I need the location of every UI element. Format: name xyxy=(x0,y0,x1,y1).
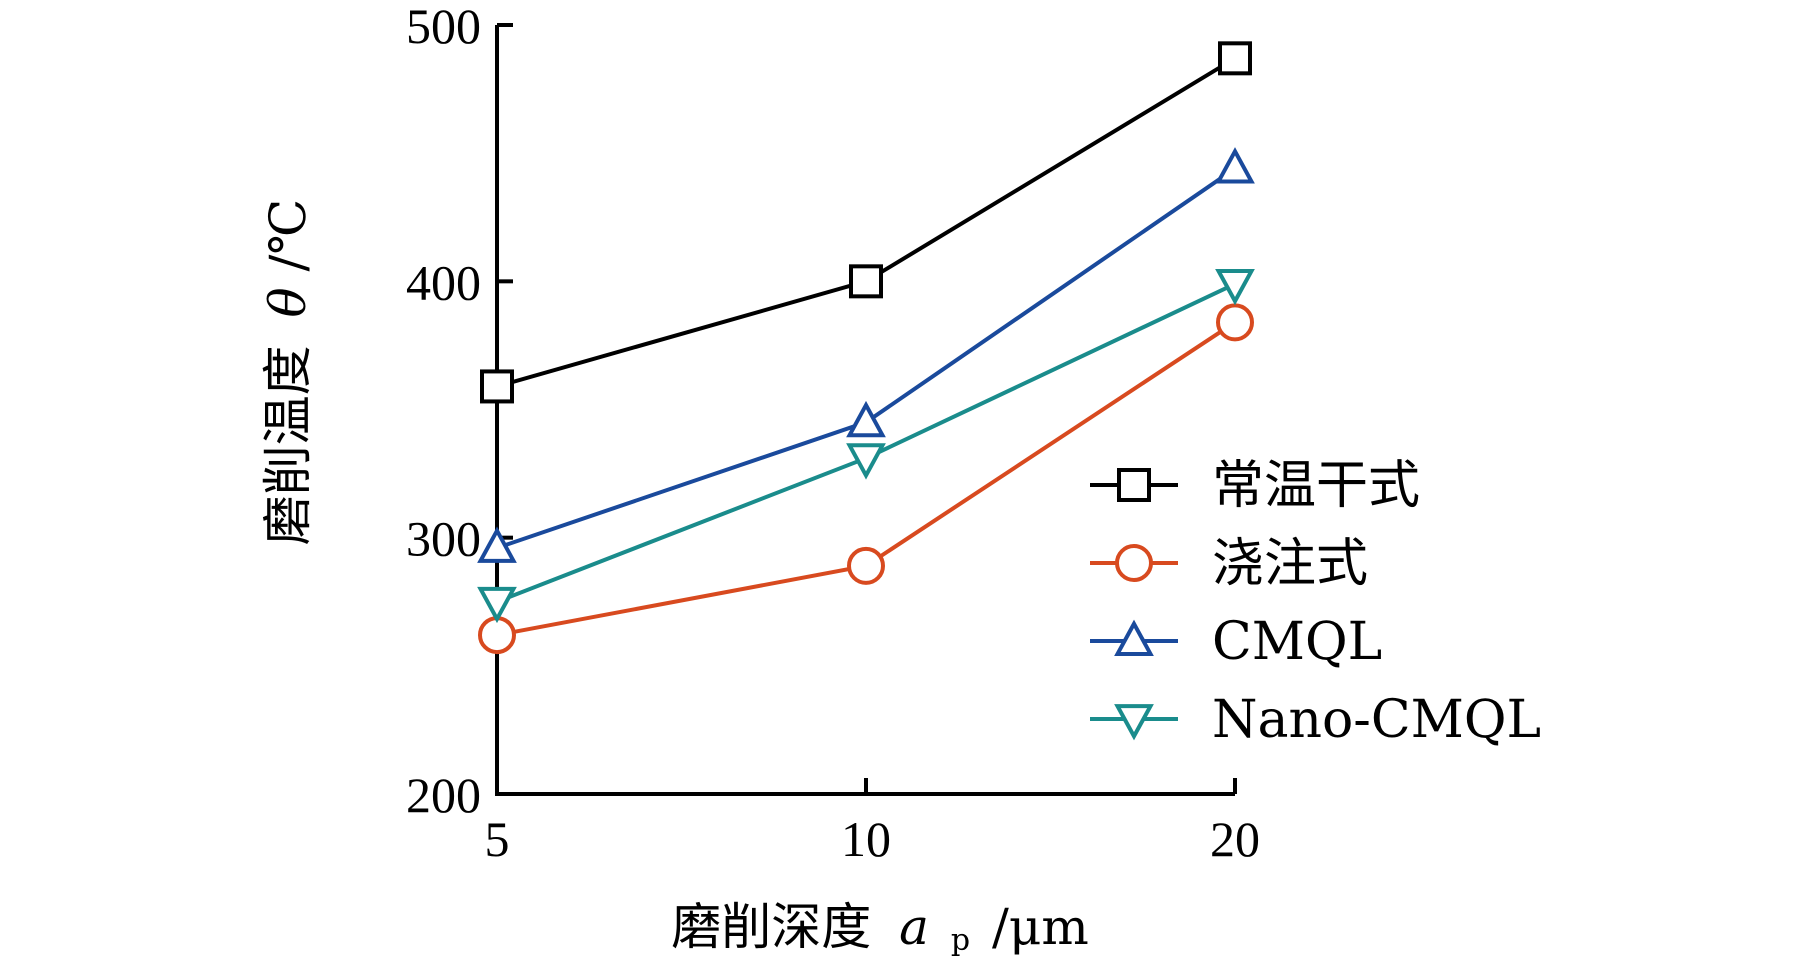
y-tick-label: 500 xyxy=(406,0,481,54)
data-point xyxy=(478,616,516,655)
legend-item: Nano-CMQL xyxy=(1090,690,1541,750)
x-axis-title-sub: p xyxy=(951,923,970,958)
x-tick-label: 5 xyxy=(485,811,510,867)
y-tick-label: 200 xyxy=(406,767,481,823)
y-axis-title-var: θ xyxy=(259,287,317,317)
data-point xyxy=(1218,41,1252,76)
data-point xyxy=(846,400,886,438)
series-1 xyxy=(480,41,1252,404)
y-tick-label: 400 xyxy=(406,254,481,310)
data-point xyxy=(1215,147,1255,184)
y-ticks: 200 300 400 500 xyxy=(406,0,513,823)
data-point xyxy=(477,526,517,563)
legend-marker xyxy=(1114,619,1154,656)
legend-marker xyxy=(1117,468,1151,502)
x-axis-title-main: 磨削深度 xyxy=(671,898,871,956)
legend-label: 浇注式 xyxy=(1212,534,1368,594)
x-axis-title-var: a xyxy=(899,898,929,956)
series-2 xyxy=(478,303,1254,655)
data-point xyxy=(477,586,517,624)
x-ticks: 5 10 20 xyxy=(485,778,1260,867)
data-point xyxy=(846,443,886,480)
legend-label: CMQL xyxy=(1212,612,1382,672)
series-3 xyxy=(477,147,1255,563)
y-axis-title-unit: /℃ xyxy=(259,199,317,272)
y-axis-title-main: 磨削温度 xyxy=(259,345,317,545)
legend-item: CMQL xyxy=(1090,612,1382,672)
y-tick-label: 300 xyxy=(406,511,481,567)
series-layer xyxy=(477,41,1255,655)
legend-item: 常温干式 xyxy=(1090,456,1420,516)
x-axis-title-unit: /μm xyxy=(992,898,1089,956)
y-axis-title: 磨削温度 θ /℃ xyxy=(259,199,317,546)
legend-item: 浇注式 xyxy=(1090,534,1368,594)
data-point xyxy=(847,546,885,585)
x-axis-title: 磨削深度 a p /μm xyxy=(671,898,1089,962)
x-tick-label: 10 xyxy=(841,811,891,867)
legend-marker xyxy=(1114,704,1154,741)
legend-label: 常温干式 xyxy=(1212,456,1420,516)
data-point xyxy=(480,369,514,404)
data-point xyxy=(849,264,883,299)
data-point xyxy=(1216,303,1254,342)
x-tick-label: 20 xyxy=(1210,811,1260,867)
legend-label: Nano-CMQL xyxy=(1212,690,1541,750)
series-4 xyxy=(477,268,1255,624)
data-point xyxy=(1215,268,1255,306)
legend-marker xyxy=(1115,544,1153,582)
